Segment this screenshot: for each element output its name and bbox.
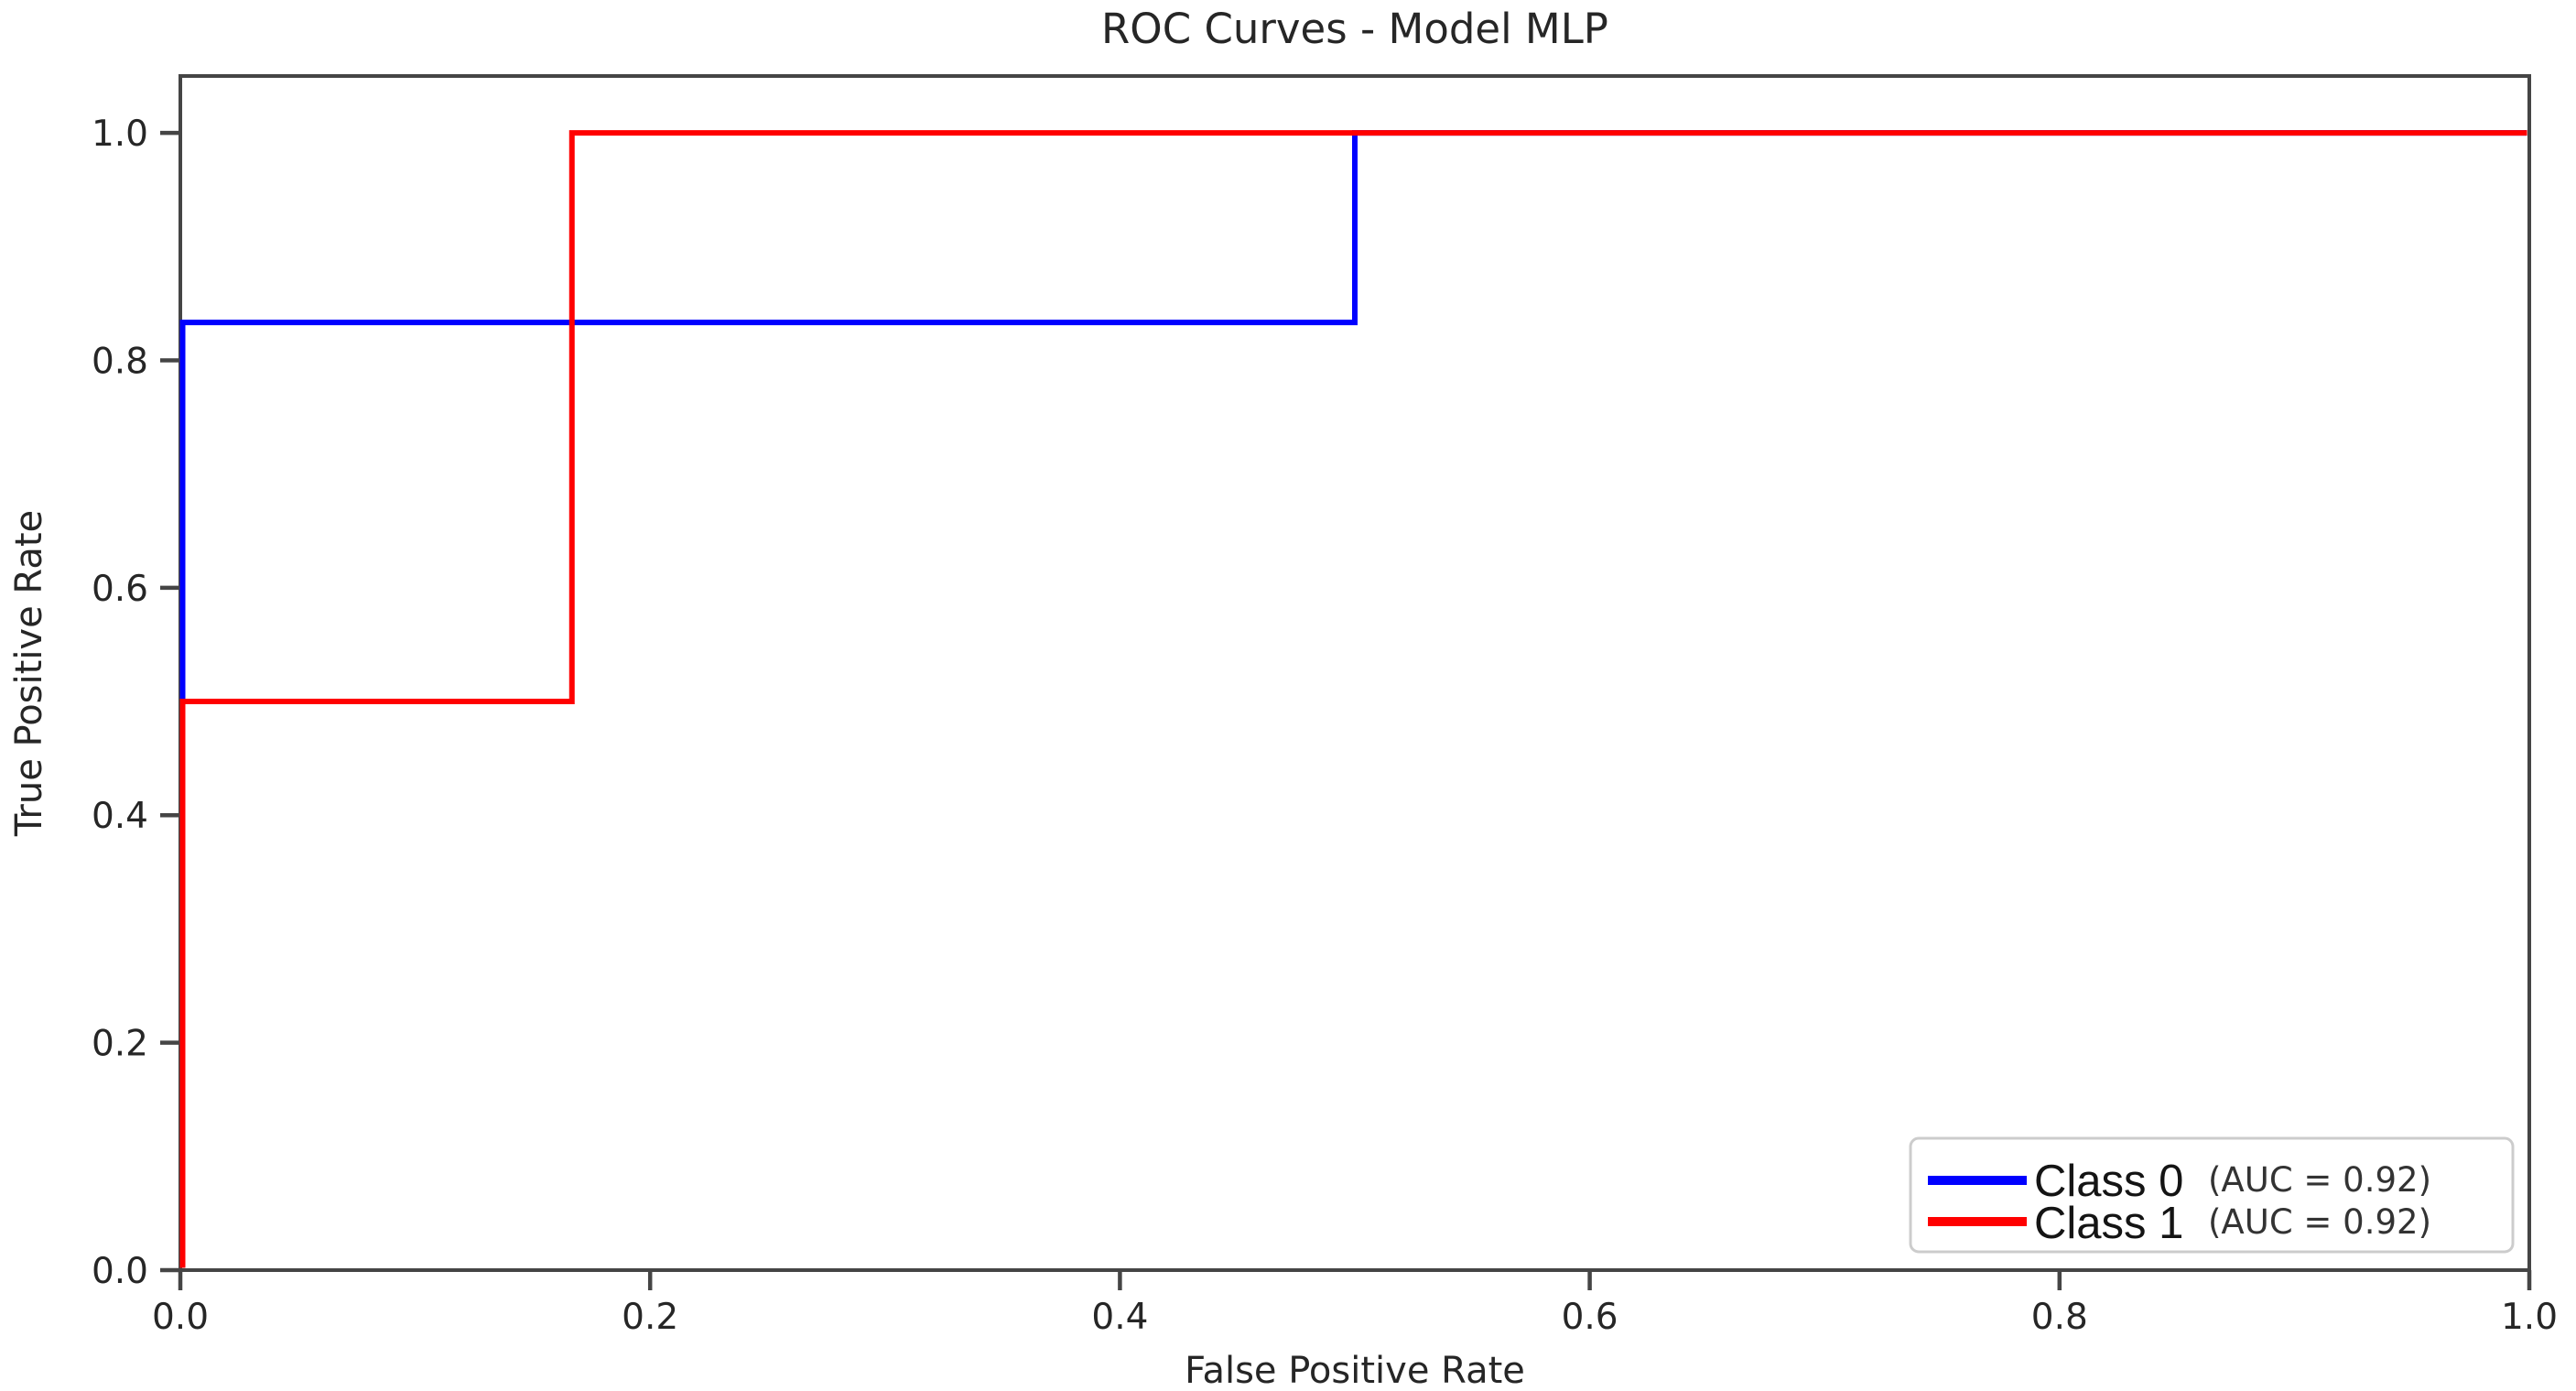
class-1-roc-curve (179, 130, 2527, 1268)
x-tick-label: 0.8 (2031, 1297, 2088, 1338)
y-axis-ticks: 0.0 0.2 0.4 0.6 0.8 1.0 (92, 114, 180, 1292)
legend-box (1909, 1136, 2515, 1254)
y-tick-label: 0.2 (92, 1024, 148, 1065)
x-tick-label: 0.0 (152, 1297, 209, 1338)
y-tick-label: 1.0 (92, 114, 148, 155)
x-tick-label: 0.4 (1091, 1297, 1148, 1338)
y-tick-label: 0.0 (92, 1251, 148, 1292)
legend-label-class-0: Class 0 (2034, 1157, 2183, 1206)
y-axis-label: True Positive Rate (8, 510, 50, 837)
y-tick-label: 0.4 (92, 796, 148, 837)
x-axis-ticks: 0.0 0.2 0.4 0.6 0.8 1.0 (152, 1270, 2558, 1338)
legend-label-class-1: Class 1 (2034, 1199, 2183, 1248)
chart-title: ROC Curves - Model MLP (1101, 5, 1608, 53)
y-tick-label: 0.8 (92, 341, 148, 382)
x-tick-label: 1.0 (2501, 1297, 2558, 1338)
x-axis-label: False Positive Rate (1185, 1350, 1525, 1391)
x-tick-label: 0.6 (1562, 1297, 1618, 1338)
curves-group (179, 130, 2527, 1268)
x-tick-label: 0.2 (622, 1297, 678, 1338)
legend-auc-class-0: (AUC = 0.92) (2208, 1160, 2431, 1200)
legend: Class 0 (AUC = 0.92) Class 1 (AUC = 0.92… (1909, 1136, 2515, 1254)
y-tick-label: 0.6 (92, 569, 148, 610)
legend-auc-class-1: (AUC = 0.92) (2208, 1202, 2431, 1242)
